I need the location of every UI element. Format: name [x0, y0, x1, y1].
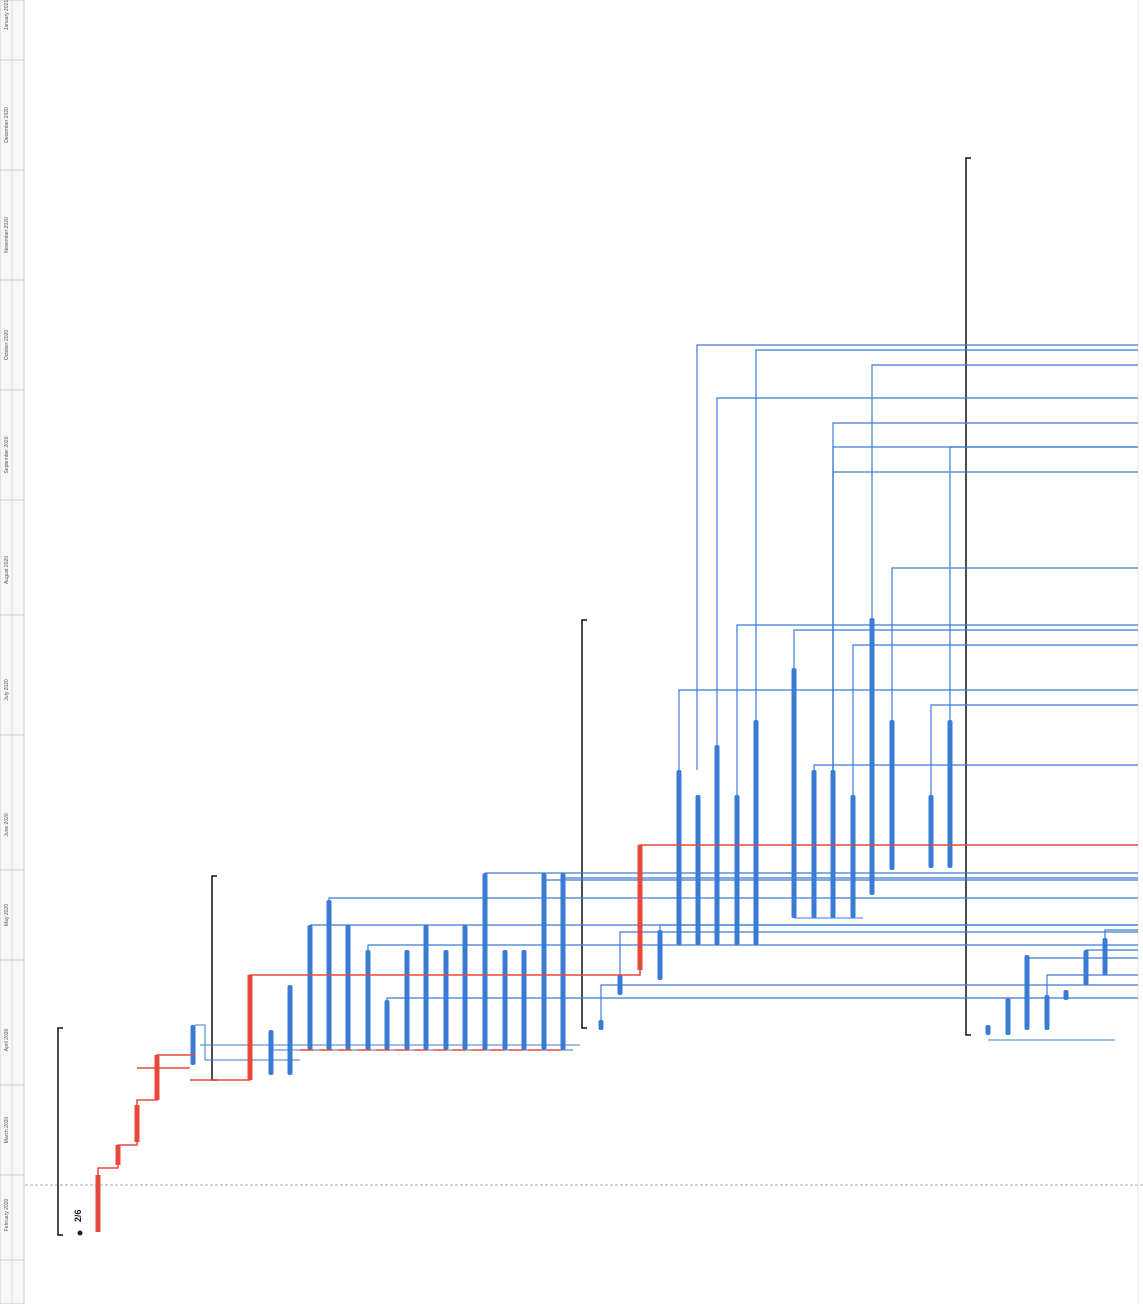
task-bar	[365, 950, 371, 1050]
dependency-link	[871, 364, 1138, 618]
task-bar	[190, 1025, 196, 1065]
month-label: October 2020	[4, 330, 10, 361]
month-label: March 2020	[4, 1117, 10, 1144]
critical-bar	[95, 1175, 101, 1232]
task-bar	[443, 950, 449, 1050]
month-label: July 2020	[4, 679, 10, 701]
dependency-link	[1046, 974, 1138, 995]
task-bar	[541, 873, 547, 1050]
dependency-link	[600, 984, 1138, 1020]
task-bar	[598, 1020, 604, 1030]
task-bar	[502, 950, 508, 1050]
dependency-link	[328, 897, 1138, 900]
task-bar	[947, 720, 953, 868]
task-bar	[287, 985, 293, 1075]
task-bar	[830, 770, 836, 918]
task-bar	[676, 770, 682, 945]
task-bar	[462, 925, 468, 1050]
dependency-link	[813, 764, 1138, 770]
task-bar	[307, 925, 313, 1050]
task-bar	[811, 770, 817, 918]
task-bar	[521, 950, 527, 1050]
task-bar	[1044, 995, 1050, 1030]
critical-bar	[115, 1145, 121, 1165]
summary-bar	[57, 1027, 63, 1236]
task-bar	[1102, 938, 1108, 975]
critical-bar	[637, 845, 643, 970]
month-label: January 2021	[4, 0, 10, 30]
summary-bar	[965, 157, 971, 1036]
month-label: June 2020	[4, 813, 10, 837]
task-bar	[1063, 990, 1069, 1000]
milestone-label: 2/6	[73, 1209, 83, 1222]
task-bar	[482, 873, 488, 1050]
dependency-link	[367, 944, 1138, 950]
month-label: December 2020	[4, 107, 10, 143]
dependency-link	[852, 644, 1138, 795]
summary-brackets	[57, 157, 971, 1236]
dependency-link	[1104, 929, 1138, 938]
dependency-link	[736, 624, 1138, 795]
dependency-link	[949, 446, 1138, 720]
task-bar	[850, 795, 856, 918]
task-bar	[791, 668, 797, 918]
dependency-link	[659, 924, 1138, 930]
task-bar	[268, 1030, 274, 1075]
task-bar	[384, 1000, 390, 1050]
dependency-link	[716, 397, 1138, 745]
task-bar	[753, 720, 759, 945]
task-bar	[1005, 998, 1011, 1035]
task-bar	[404, 950, 410, 1050]
month-label: November 2020	[4, 217, 10, 253]
task-bar	[560, 873, 566, 1050]
month-label: September 2020	[4, 436, 10, 473]
month-label: August 2020	[4, 556, 10, 584]
critical-bar	[134, 1105, 140, 1142]
task-bar	[423, 925, 429, 1050]
milestone	[77, 1230, 83, 1236]
critical-path	[95, 844, 1138, 1232]
task-bar	[1024, 955, 1030, 1030]
month-label: February 2020	[4, 1199, 10, 1232]
task-bar	[734, 795, 740, 945]
task-bar	[928, 795, 934, 868]
task-bar	[345, 925, 351, 1050]
task-bar	[657, 930, 663, 980]
task-bar	[1083, 950, 1089, 985]
dependency-link	[696, 344, 1138, 770]
dependency-link	[619, 931, 1138, 975]
dependency-link	[891, 567, 1138, 720]
dependency-link	[386, 997, 1138, 1000]
dependency-link	[832, 471, 1138, 770]
dependency-link	[793, 629, 1138, 668]
dependency-link	[678, 689, 1138, 770]
summary-bar	[581, 619, 587, 1029]
month-labels: January 2021 December 2020 November 2020 Oc…	[0, 0, 24, 1261]
critical-bar	[247, 975, 253, 1080]
critical-bar	[154, 1055, 160, 1100]
task-bar	[889, 720, 895, 870]
task-bar	[985, 1025, 991, 1035]
task-bar	[617, 975, 623, 995]
task-bar	[695, 795, 701, 945]
dependency-link	[755, 349, 1138, 720]
task-bar	[869, 618, 875, 895]
month-label: April 2020	[4, 1029, 10, 1052]
month-label: May 2020	[4, 904, 10, 926]
links	[195, 344, 1138, 1061]
